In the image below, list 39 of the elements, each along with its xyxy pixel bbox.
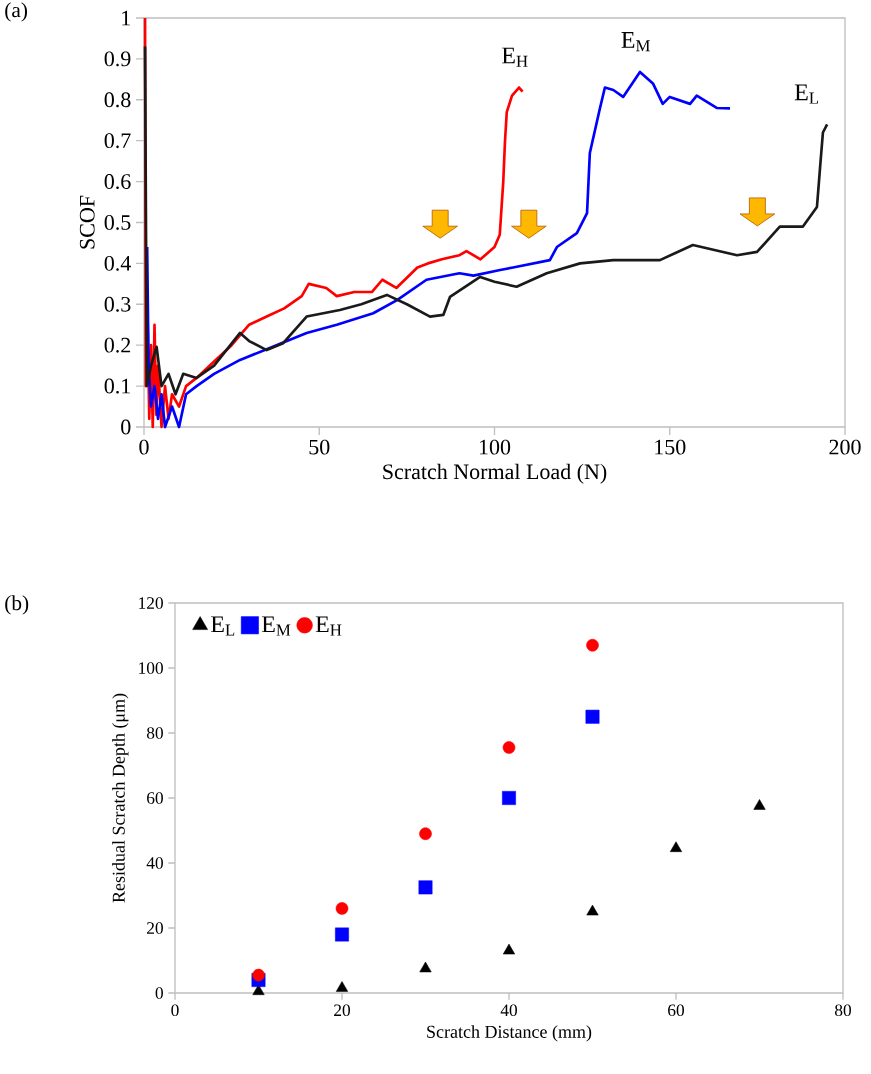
y-tick-label: 20	[147, 922, 163, 934]
x-tick-label: 80	[835, 1004, 851, 1017]
text: (a)	[5, 2, 28, 22]
y-tick-label: 0.9	[104, 51, 131, 67]
x-tick-label: 40	[500, 1004, 518, 1017]
x-tick-label: 50	[309, 439, 330, 455]
text: (b)	[5, 595, 29, 615]
y-tick-label: 0.1	[104, 378, 130, 394]
legend-label: E$_{H}$	[315, 616, 342, 636]
y-tick-label: 0.6	[104, 174, 131, 190]
x-tick-label: 150	[655, 439, 686, 455]
y-tick-label: 0	[121, 419, 131, 435]
y-tick-label: 100	[139, 662, 163, 674]
y-tick-label: 80	[146, 727, 163, 739]
x-tick-label: 0	[171, 1004, 179, 1017]
y-tick-label: 0.3	[104, 296, 131, 312]
x-tick-label: 60	[668, 1004, 684, 1017]
legend-label: E$_{L}$	[211, 616, 235, 636]
series-label: E$_{M}$	[621, 32, 650, 52]
series-label: E$_{L}$	[794, 84, 819, 104]
y-tick-label: 0.8	[104, 92, 131, 108]
y-axis-title: SCOF	[79, 195, 95, 249]
y-tick-label: 0.7	[104, 133, 131, 149]
y-tick-label: 1	[122, 10, 130, 26]
x-axis-title: Scratch Normal Load (N)	[383, 463, 607, 484]
legend-label: E$_{M}$	[261, 616, 291, 636]
y-tick-label: 0.4	[104, 255, 131, 271]
y-tick-label: 0.5	[104, 215, 131, 230]
x-axis-title: Scratch Distance (mm)	[427, 1025, 592, 1042]
series-label: E$_{H}$	[502, 47, 528, 67]
x-tick-label: 200	[829, 439, 861, 455]
y-tick-label: 120	[139, 597, 163, 609]
y-tick-label: 40	[146, 857, 163, 869]
x-tick-label: 20	[334, 1004, 351, 1017]
x-tick-label: 100	[479, 439, 511, 455]
y-axis-title: Residual Scratch Depth (μm)	[112, 693, 129, 903]
y-tick-label: 0.2	[104, 337, 131, 353]
y-tick-label: 0	[155, 987, 163, 999]
y-tick-label: 60	[147, 792, 163, 804]
